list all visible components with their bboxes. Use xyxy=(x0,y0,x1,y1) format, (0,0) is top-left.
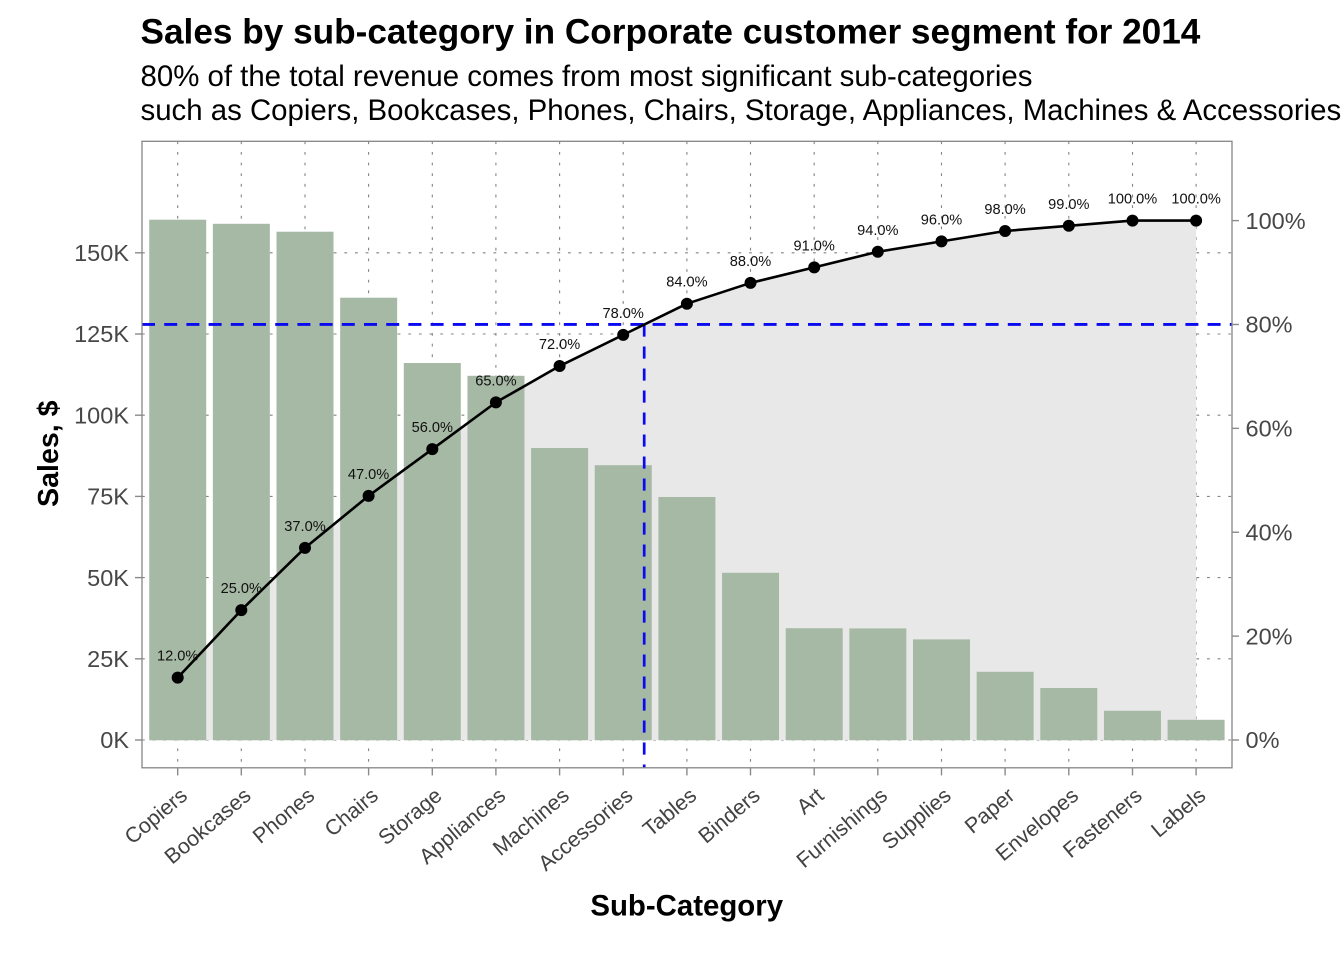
svg-text:75K: 75K xyxy=(87,484,129,510)
svg-text:47.0%: 47.0% xyxy=(348,467,389,483)
svg-text:0K: 0K xyxy=(100,727,129,753)
svg-text:98.0%: 98.0% xyxy=(984,202,1025,218)
svg-text:65.0%: 65.0% xyxy=(475,373,516,389)
svg-text:Sales, $: Sales, $ xyxy=(33,400,65,507)
svg-text:12.0%: 12.0% xyxy=(157,649,198,665)
svg-text:20%: 20% xyxy=(1246,623,1293,649)
svg-text:125K: 125K xyxy=(74,321,129,347)
svg-text:25K: 25K xyxy=(87,646,129,672)
svg-text:Sub-Category: Sub-Category xyxy=(590,889,783,922)
svg-text:96.0%: 96.0% xyxy=(921,212,962,228)
svg-text:99.0%: 99.0% xyxy=(1048,197,1089,213)
svg-text:80%: 80% xyxy=(1246,312,1293,338)
svg-text:60%: 60% xyxy=(1246,416,1293,442)
svg-text:100.0%: 100.0% xyxy=(1108,192,1158,208)
svg-text:37.0%: 37.0% xyxy=(284,519,325,535)
svg-text:Sales by sub-category in Corpo: Sales by sub-category in Corporate custo… xyxy=(141,13,1201,52)
svg-text:such as Copiers, Bookcases, Ph: such as Copiers, Bookcases, Phones, Chai… xyxy=(141,94,1342,127)
svg-text:72.0%: 72.0% xyxy=(539,337,580,353)
svg-text:91.0%: 91.0% xyxy=(794,238,835,254)
svg-text:56.0%: 56.0% xyxy=(412,420,453,436)
svg-text:40%: 40% xyxy=(1246,519,1293,545)
svg-text:78.0%: 78.0% xyxy=(603,306,644,322)
svg-text:50K: 50K xyxy=(87,565,129,591)
svg-text:100K: 100K xyxy=(74,402,129,428)
svg-text:100%: 100% xyxy=(1246,208,1306,234)
svg-text:94.0%: 94.0% xyxy=(857,223,898,239)
svg-text:150K: 150K xyxy=(74,240,129,266)
svg-text:80% of the total revenue comes: 80% of the total revenue comes from most… xyxy=(141,60,1033,93)
svg-text:25.0%: 25.0% xyxy=(221,581,262,597)
svg-text:100.0%: 100.0% xyxy=(1171,192,1221,208)
svg-text:0%: 0% xyxy=(1246,727,1280,753)
svg-text:88.0%: 88.0% xyxy=(730,254,771,270)
svg-text:84.0%: 84.0% xyxy=(666,275,707,291)
